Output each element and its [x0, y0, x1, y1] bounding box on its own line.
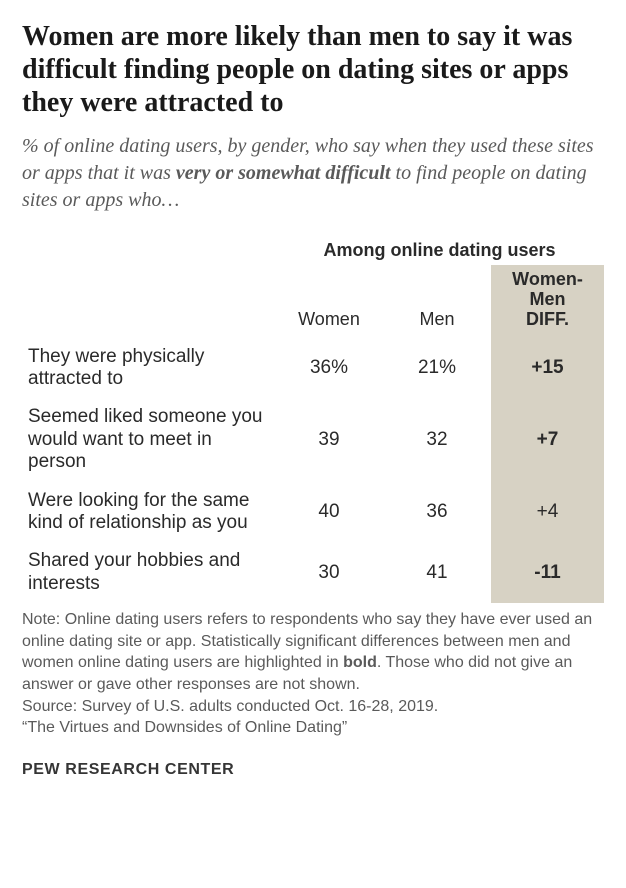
table-row: Shared your hobbies and interests 30 41 … — [22, 542, 604, 603]
chart-title: Women are more likely than men to say it… — [22, 20, 604, 119]
chart-subtitle: % of online dating users, by gender, who… — [22, 133, 604, 214]
note-text: Note: Online dating users refers to resp… — [22, 609, 604, 695]
row-men: 36 — [383, 482, 491, 543]
row-diff: -11 — [491, 542, 604, 603]
col-header-diff: Women- Men DIFF. — [491, 265, 604, 337]
diff-head-line3: DIFF. — [526, 309, 569, 329]
table-row: They were physically attracted to 36% 21… — [22, 338, 604, 399]
row-men: 21% — [383, 338, 491, 399]
row-label: Shared your hobbies and interests — [22, 542, 275, 603]
row-label: Were looking for the same kind of relati… — [22, 482, 275, 543]
row-men: 41 — [383, 542, 491, 603]
data-table: Women Men Women- Men DIFF. They were phy… — [22, 265, 604, 603]
source-text: Source: Survey of U.S. adults conducted … — [22, 696, 604, 718]
col-header-men: Men — [383, 265, 491, 337]
subtitle-bold: very or somewhat difficult — [176, 162, 391, 184]
brand-text: PEW RESEARCH CENTER — [22, 761, 604, 779]
row-diff: +4 — [491, 482, 604, 543]
study-text: “The Virtues and Downsides of Online Dat… — [22, 717, 604, 739]
row-women: 40 — [275, 482, 383, 543]
diff-head-line1: Women- — [512, 269, 583, 289]
row-women: 30 — [275, 542, 383, 603]
diff-head-line2: Men — [530, 289, 566, 309]
table-super-header: Among online dating users — [275, 240, 604, 261]
col-header-women: Women — [275, 265, 383, 337]
table-body: They were physically attracted to 36% 21… — [22, 338, 604, 604]
table-header-row: Women Men Women- Men DIFF. — [22, 265, 604, 337]
row-diff: +7 — [491, 398, 604, 481]
table-row: Were looking for the same kind of relati… — [22, 482, 604, 543]
row-diff: +15 — [491, 338, 604, 399]
row-label: Seemed liked someone you would want to m… — [22, 398, 275, 481]
row-women: 36% — [275, 338, 383, 399]
row-label: They were physically attracted to — [22, 338, 275, 399]
row-women: 39 — [275, 398, 383, 481]
data-table-wrap: Among online dating users Women Men Wome… — [22, 240, 604, 603]
col-header-blank — [22, 265, 275, 337]
note-bold: bold — [343, 654, 377, 671]
row-men: 32 — [383, 398, 491, 481]
table-row: Seemed liked someone you would want to m… — [22, 398, 604, 481]
